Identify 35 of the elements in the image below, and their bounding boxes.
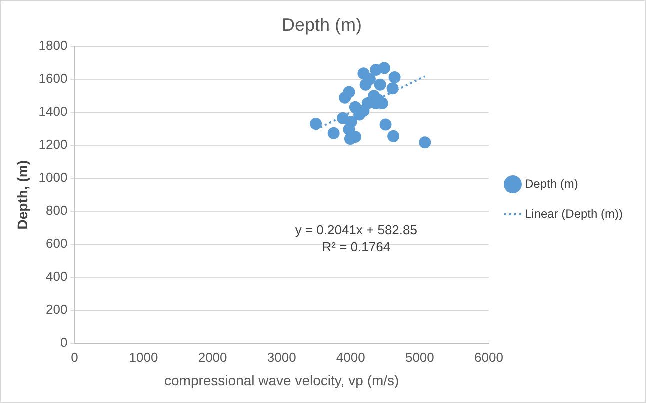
x-axis-title: compressional wave velocity, vp (m/s) bbox=[164, 372, 400, 388]
y-tick-label: 800 bbox=[46, 203, 68, 218]
annotation: R² = 0.1764 bbox=[322, 239, 391, 254]
y-tick-label: 1000 bbox=[38, 170, 68, 186]
y-tick-label: 1600 bbox=[38, 71, 68, 86]
y-tick-label: 1200 bbox=[38, 137, 68, 152]
point bbox=[310, 118, 322, 130]
x-tick-label: 1000 bbox=[129, 350, 158, 365]
x-tick-label: 3000 bbox=[267, 350, 296, 365]
point bbox=[328, 127, 340, 140]
x-tick-label: 6000 bbox=[474, 350, 504, 365]
point bbox=[419, 136, 432, 149]
annotation: y = 0.2041x + 582.85 bbox=[295, 222, 418, 238]
point bbox=[343, 124, 356, 136]
chart-title: Depth (m) bbox=[282, 14, 362, 35]
y-axis-title: Depth, (m) bbox=[14, 160, 30, 230]
x-tick-label: 2000 bbox=[198, 350, 228, 365]
point bbox=[386, 82, 399, 95]
y-tick-label: 0 bbox=[60, 335, 68, 350]
y-tick-label: 1800 bbox=[38, 38, 68, 54]
y-tick-label: 400 bbox=[46, 269, 68, 284]
y-tick-label: 200 bbox=[46, 302, 68, 318]
point bbox=[378, 62, 390, 74]
y-tick-label: 600 bbox=[46, 236, 68, 252]
point bbox=[374, 78, 386, 91]
point bbox=[388, 130, 400, 142]
legend-label: Linear (Depth (m)) bbox=[524, 206, 624, 221]
point bbox=[388, 71, 401, 84]
legend-label: Depth (m) bbox=[524, 176, 578, 191]
x-tick-label: 0 bbox=[71, 350, 78, 365]
y-tick-label: 1400 bbox=[38, 104, 68, 120]
x-tick-label: 4000 bbox=[336, 350, 366, 365]
point bbox=[339, 92, 352, 104]
point bbox=[380, 118, 392, 131]
x-tick-label: 5000 bbox=[405, 350, 434, 365]
